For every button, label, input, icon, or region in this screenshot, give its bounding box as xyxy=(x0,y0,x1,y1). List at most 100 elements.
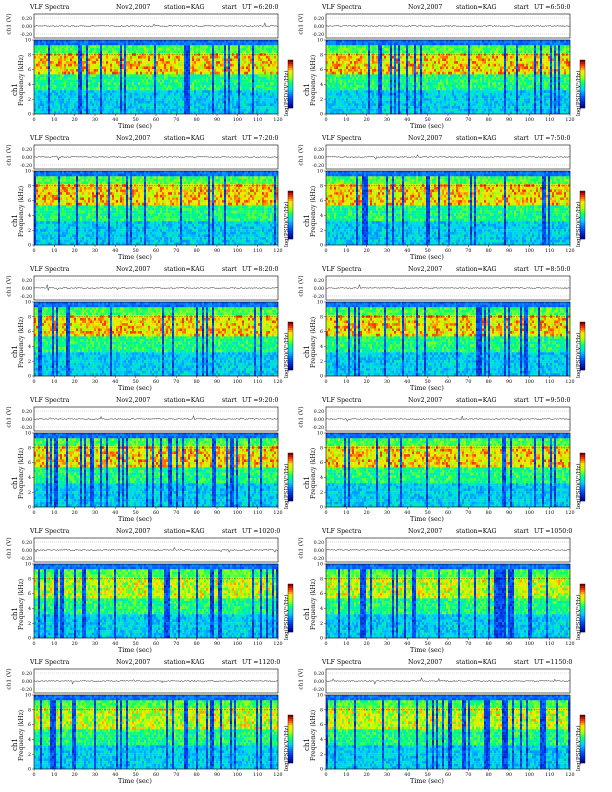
spectrogram-cell xyxy=(42,63,45,67)
spectrogram-cell xyxy=(44,47,47,51)
spectrogram-cell xyxy=(386,82,389,86)
spectrogram-cell xyxy=(236,45,239,49)
spectrogram-cell xyxy=(416,71,419,75)
spectrogram-cell xyxy=(340,42,343,46)
spectrogram-cell xyxy=(260,69,263,72)
spectrogram-cell xyxy=(332,50,335,54)
spectrogram-cell xyxy=(276,111,279,115)
spectrogram-cell xyxy=(406,45,409,49)
spectrogram-cell xyxy=(356,42,359,46)
spectrogram-cell xyxy=(256,53,259,56)
spectrogram-cell xyxy=(114,47,117,51)
spectrogram-cell xyxy=(88,53,91,56)
spectrogram-cell xyxy=(106,58,109,62)
spectrogram-cell xyxy=(76,82,79,86)
spectrogram-cell xyxy=(92,108,95,112)
spectrogram-cell xyxy=(68,47,71,51)
spectrogram-cell xyxy=(152,95,155,99)
spectrogram-cell xyxy=(166,63,169,67)
spectrogram-cell xyxy=(158,103,161,107)
spectrogram-cell xyxy=(120,66,123,70)
spectrogram-cell xyxy=(50,61,53,64)
spectrogram-cell xyxy=(190,63,193,67)
spectrogram-cell xyxy=(206,74,209,78)
spectrogram-cell xyxy=(84,87,87,91)
spectrogram-cell xyxy=(132,100,135,104)
spectrogram-cell xyxy=(170,42,173,46)
spectrogram-cell xyxy=(184,55,187,59)
spectrogram-cell xyxy=(418,53,421,56)
spectrogram-cell xyxy=(234,77,237,80)
spectrogram-cell xyxy=(134,98,137,101)
spectrogram-cell xyxy=(326,71,329,75)
panel-date: Nov2,2007 xyxy=(408,4,442,11)
spectrogram-cell xyxy=(204,92,207,96)
spectrogram-cell xyxy=(346,61,349,64)
spectrogram-cell xyxy=(112,111,115,115)
spectrogram-cell xyxy=(412,63,415,67)
spectrogram-cell xyxy=(64,95,67,99)
spectrogram-cell xyxy=(246,47,249,51)
spectrogram-cell xyxy=(272,69,275,72)
spectrogram-cell xyxy=(240,82,243,86)
spectrogram-cell xyxy=(366,98,369,101)
spectrogram-cell xyxy=(114,106,117,109)
spectrogram-cell xyxy=(348,111,351,115)
spectrogram-cell xyxy=(100,55,103,59)
spectrogram-cell xyxy=(384,82,387,86)
spectrogram-cell xyxy=(126,63,129,67)
spectrogram-cell xyxy=(48,82,51,86)
spectrogram-cell xyxy=(168,98,171,101)
spectrogram-cell xyxy=(68,66,71,70)
spectrogram-cell xyxy=(338,47,341,51)
spectrogram-cell xyxy=(408,106,411,109)
spectrogram-cell xyxy=(370,77,373,80)
spectrogram-cell xyxy=(360,95,363,99)
spectrogram-cell xyxy=(112,61,115,64)
spectrogram-cell xyxy=(270,82,273,86)
spectrogram-cell xyxy=(48,40,51,43)
spectrogram-cell xyxy=(342,92,345,96)
spectrogram-cell xyxy=(164,63,167,67)
spectrogram-cell xyxy=(142,103,145,107)
spectrogram-cell xyxy=(376,82,379,86)
spectrogram-cell xyxy=(188,45,191,49)
spectrogram-cell xyxy=(236,98,239,101)
spectrogram-cell xyxy=(400,69,403,72)
spectrogram-cell xyxy=(406,79,409,83)
spectrogram-cell xyxy=(254,50,257,54)
spectrogram-cell xyxy=(348,92,351,96)
spectrogram-cell xyxy=(426,69,429,72)
spectrogram-cell xyxy=(372,92,375,96)
spectrogram-cell xyxy=(268,53,271,56)
colorbar-step xyxy=(288,64,293,67)
spectrogram-cell xyxy=(122,42,125,46)
spectrogram-cell xyxy=(134,61,137,64)
spectrogram-cell xyxy=(326,77,329,80)
spectrogram-cell xyxy=(42,74,45,78)
spectrogram-cell xyxy=(130,103,133,107)
spectrogram-cell xyxy=(258,82,261,86)
spectrogram-cell xyxy=(406,53,409,56)
spectrogram-cell xyxy=(142,42,145,46)
spectrogram-cell xyxy=(78,95,81,99)
spectrogram-cell xyxy=(42,42,45,46)
spectrogram-cell xyxy=(34,66,37,70)
spectrogram-cell xyxy=(262,55,265,59)
spectrogram-cell xyxy=(54,92,57,96)
spectrogram-cell xyxy=(84,40,87,43)
spectrogram-cell xyxy=(90,106,93,109)
spectrogram-cell xyxy=(52,111,55,115)
spectrogram-cell xyxy=(114,95,117,99)
spectrogram-cell xyxy=(326,100,329,104)
spectrogram-cell xyxy=(232,71,235,75)
spectrogram-cell xyxy=(126,79,129,83)
spectrogram-cell xyxy=(424,82,427,86)
spectrogram-cell xyxy=(136,95,139,99)
spectrogram-cell xyxy=(178,53,181,56)
spectrogram-cell xyxy=(186,103,189,107)
spectrogram-cell xyxy=(86,108,89,112)
spectrogram-cell xyxy=(130,106,133,109)
spectrogram-cell xyxy=(424,77,427,80)
spectrogram-cell xyxy=(172,92,175,96)
